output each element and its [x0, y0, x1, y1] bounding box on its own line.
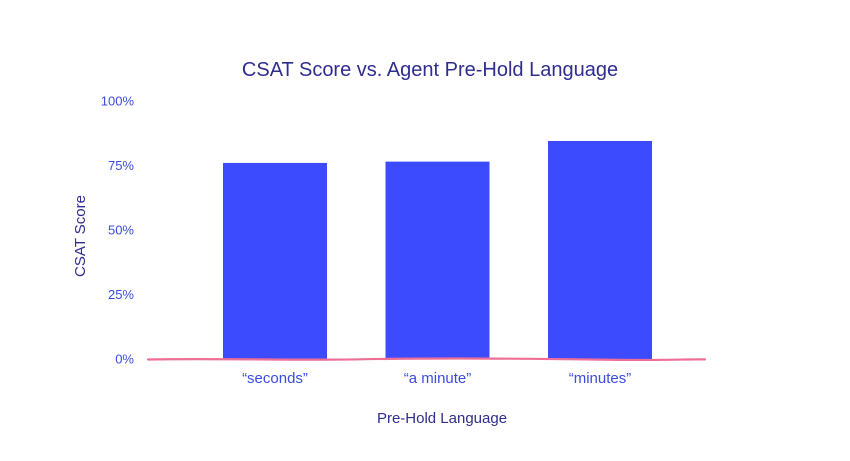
chart-title: CSAT Score vs. Agent Pre-Hold Language [242, 59, 618, 81]
y-tick-label: 75% [108, 158, 134, 173]
x-axis: “seconds” “a minute” “minutes” [242, 370, 631, 387]
y-tick-label: 100% [101, 94, 135, 109]
y-tick-label: 0% [115, 352, 134, 367]
bar [385, 161, 490, 359]
x-tick-label: “minutes” [569, 370, 632, 387]
bar [223, 162, 327, 359]
bars [223, 140, 652, 359]
x-tick-label: “seconds” [242, 370, 308, 387]
y-tick-label: 25% [108, 287, 134, 302]
x-tick-label: “a minute” [404, 370, 472, 387]
y-axis: 0% 25% 50% 75% 100% [101, 94, 135, 367]
y-axis-title: CSAT Score [72, 195, 89, 277]
x-axis-title: Pre-Hold Language [377, 410, 507, 427]
bar [548, 140, 652, 359]
y-tick-label: 50% [108, 223, 134, 238]
x-axis-baseline [146, 357, 707, 362]
